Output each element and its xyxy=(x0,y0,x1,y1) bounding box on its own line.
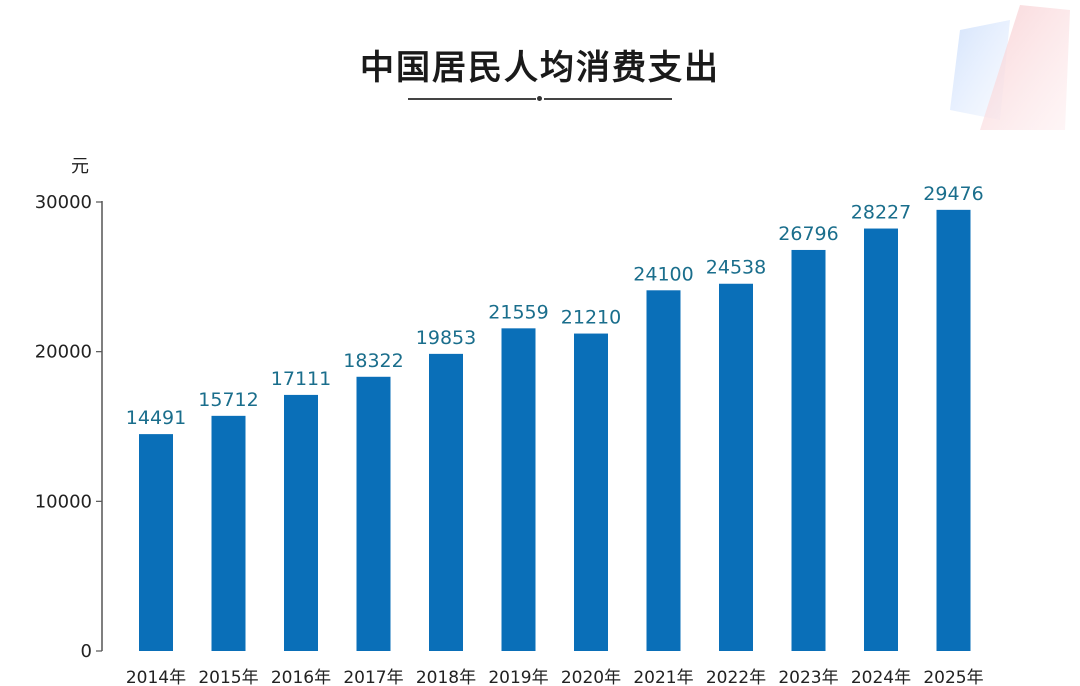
bar xyxy=(574,333,608,651)
x-category-label: 2021年 xyxy=(633,668,693,686)
x-category-label: 2017年 xyxy=(343,668,403,686)
bar xyxy=(646,290,681,651)
bar-value-label: 21210 xyxy=(561,307,621,329)
bar xyxy=(284,394,318,651)
x-category-label: 2025年 xyxy=(923,668,983,686)
x-category-label: 2024年 xyxy=(851,668,911,686)
title-underline-left xyxy=(408,98,536,100)
title-underline-right xyxy=(544,98,672,100)
bar-value-label: 14491 xyxy=(126,407,186,429)
bars xyxy=(139,209,971,652)
x-category-label: 2016年 xyxy=(271,668,331,686)
y-tick-label: 10000 xyxy=(35,491,92,512)
decorative-corner-graphic xyxy=(950,5,1070,130)
bar-value-label: 17111 xyxy=(271,368,331,390)
bar xyxy=(501,328,536,651)
title-underline-dot xyxy=(537,96,542,101)
bar xyxy=(211,415,246,651)
axes xyxy=(96,201,103,652)
bar-value-label: 21559 xyxy=(488,301,548,323)
bar-value-label: 15712 xyxy=(198,389,258,411)
x-category-label: 2018年 xyxy=(416,668,476,686)
chart-title: 中国居民人均消费支出 xyxy=(360,48,720,88)
x-category-label: 2014年 xyxy=(126,668,186,686)
bar xyxy=(791,249,826,652)
bar xyxy=(936,209,971,651)
bar-value-label: 24100 xyxy=(633,263,693,285)
bar xyxy=(719,283,753,651)
bar-value-label: 24538 xyxy=(706,257,766,279)
bar-value-label: 19853 xyxy=(416,327,476,349)
bar xyxy=(864,228,898,652)
bar xyxy=(429,353,463,651)
y-tick-label: 0 xyxy=(81,641,92,662)
x-category-label: 2015年 xyxy=(198,668,258,686)
x-category-label: 2019年 xyxy=(488,668,548,686)
x-category-label: 2023年 xyxy=(778,668,838,686)
y-tick-label: 20000 xyxy=(35,342,92,363)
bar-value-label: 18322 xyxy=(343,350,403,372)
x-category-label: 2022年 xyxy=(706,668,766,686)
labels: 元 0 10000 20000 30000 14491 2014年 15712 2015年 171… xyxy=(35,156,984,686)
bar-value-label: 28227 xyxy=(851,202,911,224)
bar xyxy=(139,434,173,651)
bar xyxy=(356,376,391,651)
y-tick-label: 30000 xyxy=(35,192,92,213)
bar-value-label: 26796 xyxy=(778,223,838,245)
bar-value-label: 29476 xyxy=(923,183,983,205)
x-category-label: 2020年 xyxy=(561,668,621,686)
y-axis-unit-label: 元 xyxy=(71,156,89,177)
